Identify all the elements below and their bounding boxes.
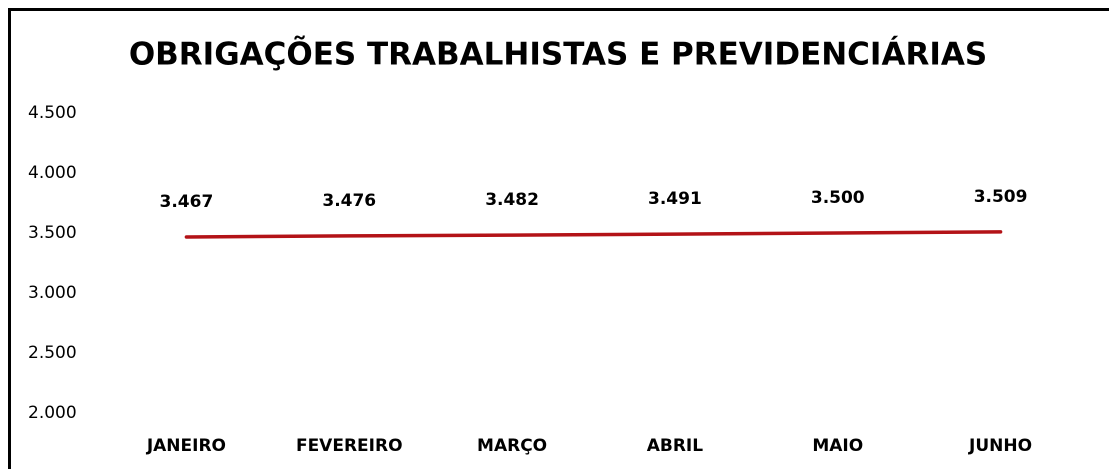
x-tick-label: FEVEREIRO	[296, 436, 403, 456]
x-tick-label: JANEIRO	[146, 436, 226, 456]
value-label: 3.500	[811, 188, 865, 208]
y-tick-label: 2.000	[28, 403, 77, 423]
chart-frame	[8, 8, 1109, 469]
y-tick-label: 3.000	[28, 283, 77, 303]
x-tick-label: MAIO	[812, 436, 863, 456]
value-label: 3.476	[322, 191, 376, 211]
chart-title: OBRIGAÇÕES TRABALHISTAS E PREVIDENCIÁRIA…	[129, 36, 987, 73]
y-tick-label: 4.000	[28, 163, 77, 183]
y-tick-label: 2.500	[28, 343, 77, 363]
y-tick-label: 4.500	[28, 103, 77, 123]
value-label: 3.482	[485, 190, 539, 210]
x-tick-label: MARÇO	[477, 436, 547, 456]
value-label: 3.467	[160, 192, 214, 212]
y-tick-label: 3.500	[28, 223, 77, 243]
x-tick-label: JUNHO	[968, 436, 1032, 456]
x-tick-label: ABRIL	[647, 436, 704, 456]
data-line	[184, 230, 1003, 239]
value-label: 3.491	[648, 189, 702, 209]
value-label: 3.509	[974, 187, 1028, 207]
